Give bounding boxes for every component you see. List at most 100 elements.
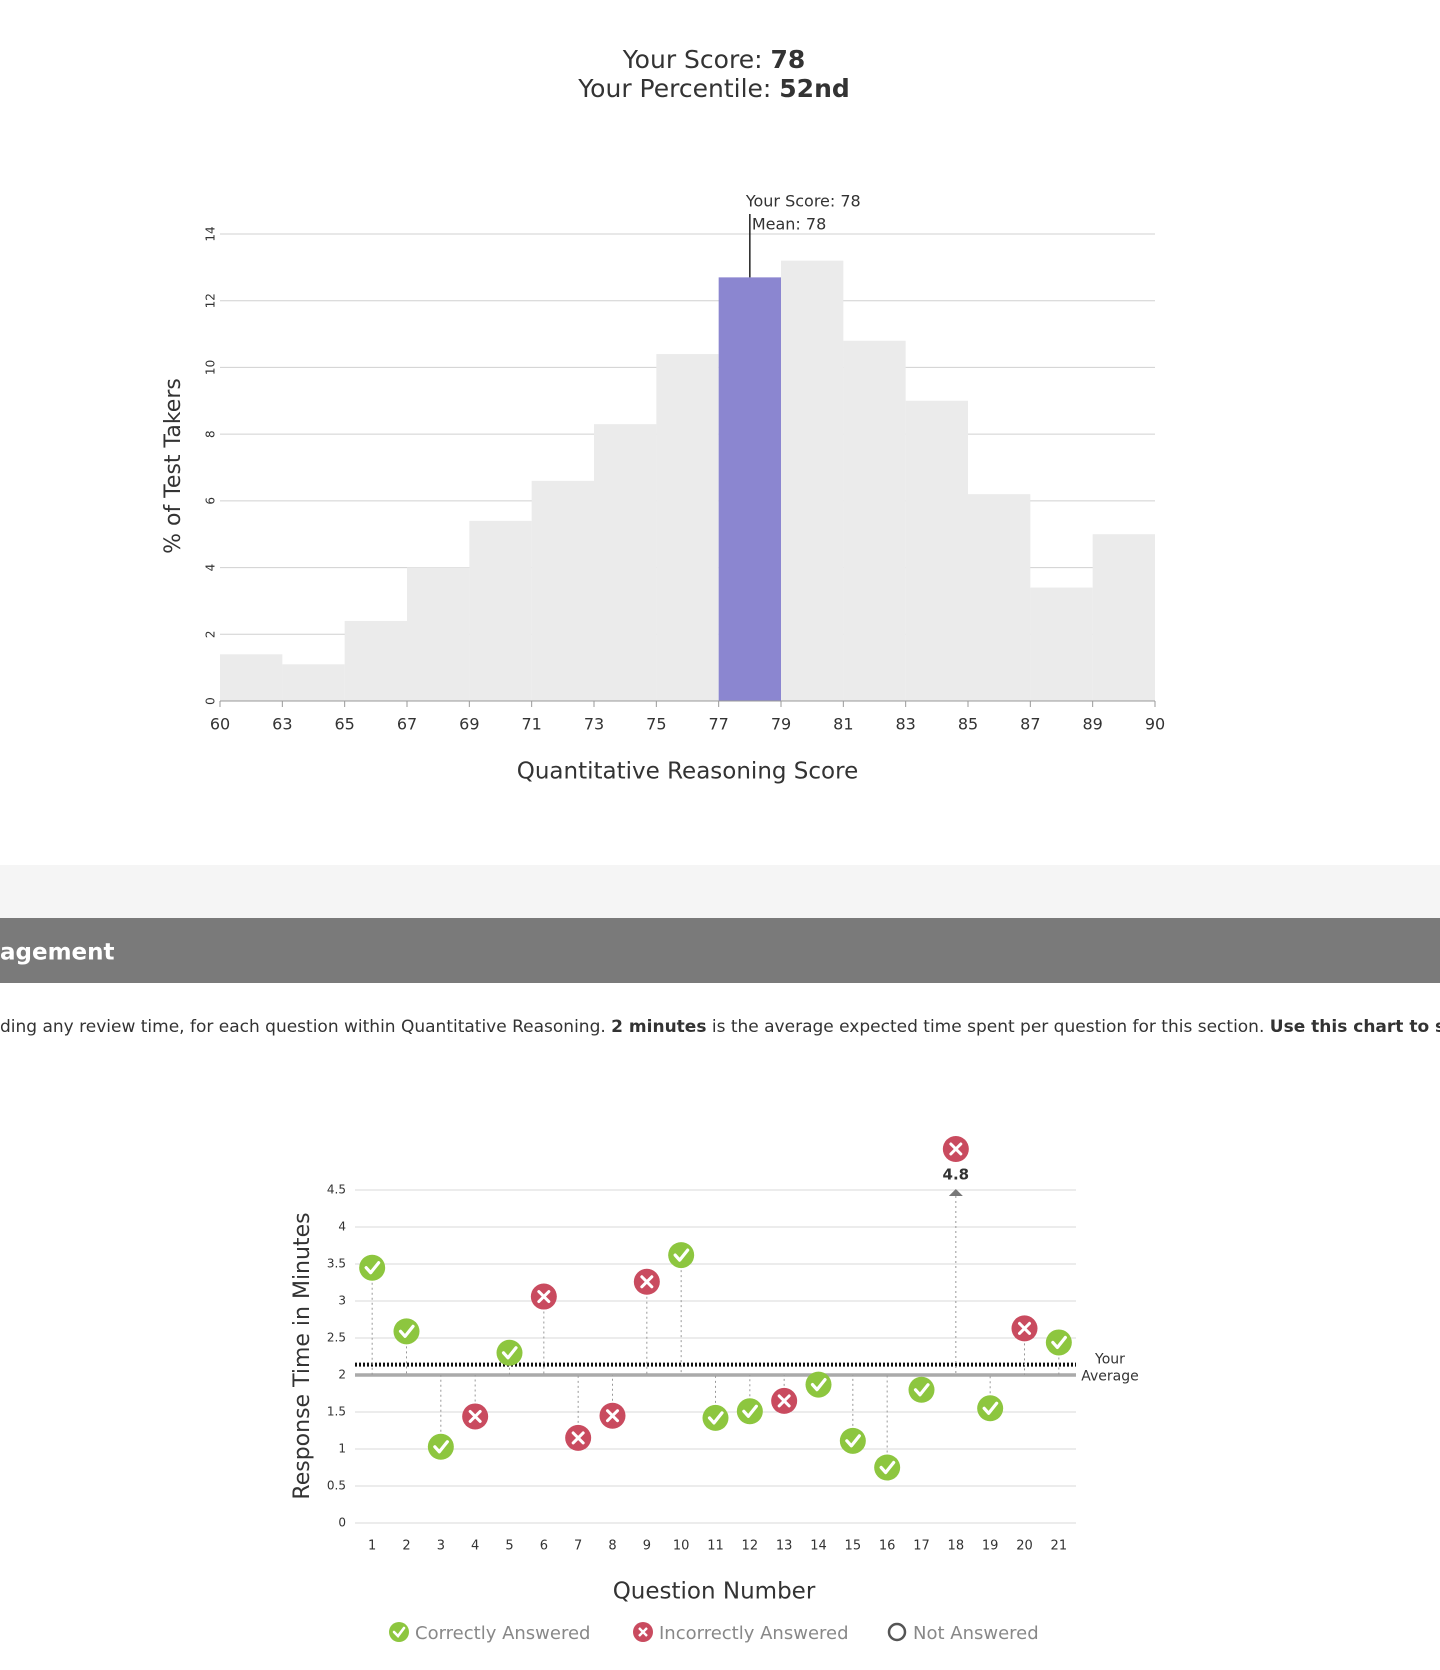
point xyxy=(874,1454,901,1481)
bar xyxy=(781,260,844,701)
cross xyxy=(638,1627,648,1637)
y-tick-label: 10 xyxy=(204,360,218,375)
x-tick-label: 16 xyxy=(879,1539,896,1554)
x-tick-label: 18 xyxy=(948,1539,965,1554)
y-tick-label: 2.5 xyxy=(327,1331,346,1345)
cross xyxy=(537,1290,551,1304)
space xyxy=(763,45,771,74)
section-bar xyxy=(0,918,1440,983)
cross xyxy=(606,1409,619,1423)
point xyxy=(736,1398,763,1425)
bar xyxy=(469,520,532,701)
x-tick-label: 21 xyxy=(1051,1539,1068,1554)
bar xyxy=(1092,534,1155,701)
legend-icon xyxy=(389,1622,409,1642)
x-tick-label: 5 xyxy=(505,1539,513,1554)
legend-item: Correctly Answered xyxy=(389,1622,590,1644)
y-tick-label: 3.5 xyxy=(327,1257,346,1271)
score: 78 xyxy=(770,45,805,74)
x-tick-label: 65 xyxy=(334,715,354,734)
section-description: ding any review time, for each question … xyxy=(0,1017,1440,1037)
x-tick-label: 10 xyxy=(673,1539,690,1554)
average-label: Average xyxy=(1081,1369,1139,1385)
y-tick-label: 4 xyxy=(338,1220,346,1234)
percentile: 52nd xyxy=(779,74,849,103)
point xyxy=(702,1404,729,1431)
x-tick-label: 69 xyxy=(459,715,479,734)
bar xyxy=(344,620,407,701)
y-tick-label: 1.5 xyxy=(327,1405,346,1419)
cross xyxy=(949,1142,963,1156)
value-label: 4.8 xyxy=(943,1166,970,1184)
bar xyxy=(1030,587,1093,701)
point xyxy=(565,1424,592,1451)
y-axis-title: % of Test Takers xyxy=(161,378,186,554)
x-tick-label: 2 xyxy=(402,1539,410,1554)
x-tick-label: 13 xyxy=(776,1539,793,1554)
point xyxy=(771,1387,798,1414)
overflow-arrow xyxy=(948,1189,963,1196)
x-tick-label: 87 xyxy=(1020,715,1040,734)
x-tick-label: 17 xyxy=(913,1539,930,1554)
bar xyxy=(843,340,906,701)
check xyxy=(913,1383,930,1397)
y-tick-label: 12 xyxy=(204,293,218,308)
point xyxy=(530,1283,557,1310)
point-circle xyxy=(702,1404,729,1431)
y-tick-label: 4.5 xyxy=(327,1183,346,1197)
check xyxy=(810,1378,827,1392)
bar xyxy=(594,424,657,701)
x-tick-label: 90 xyxy=(1145,715,1165,734)
x-tick-label: 89 xyxy=(1082,715,1102,734)
legend-item: Not Answered xyxy=(887,1622,1039,1644)
x-tick-label: 63 xyxy=(272,715,292,734)
x-tick-label: 1 xyxy=(368,1539,376,1554)
x-tick-label: 6 xyxy=(540,1539,548,1554)
check xyxy=(673,1248,690,1262)
y-tick-label: 2 xyxy=(338,1368,346,1382)
legend-label: Incorrectly Answered xyxy=(659,1623,849,1644)
point xyxy=(942,1136,969,1162)
cross xyxy=(777,1394,791,1408)
legend-label: Correctly Answered xyxy=(415,1623,590,1644)
point xyxy=(496,1339,523,1366)
x-tick-label: 79 xyxy=(771,715,791,734)
point-circle xyxy=(1045,1329,1072,1356)
point-circle xyxy=(874,1454,901,1481)
bar xyxy=(718,277,781,701)
point-circle xyxy=(805,1371,832,1398)
description-part: 2 minutes xyxy=(611,1017,706,1037)
description-part: ding any review time, for each question … xyxy=(0,1017,611,1037)
x-tick-label: 75 xyxy=(646,715,666,734)
x-tick-label: 7 xyxy=(574,1539,582,1554)
x-tick-label: 19 xyxy=(982,1539,999,1554)
check xyxy=(392,1626,406,1638)
x-axis-title: Quantitative Reasoning Score xyxy=(517,759,858,785)
check xyxy=(1051,1335,1067,1350)
y-tick-label: 3 xyxy=(338,1294,346,1308)
check xyxy=(742,1404,758,1418)
point-circle xyxy=(908,1376,935,1403)
point xyxy=(427,1433,454,1460)
x-tick-label: 73 xyxy=(584,715,604,734)
y-tick-label: 0.5 xyxy=(327,1479,346,1493)
x-tick-label: 60 xyxy=(210,715,230,734)
x-tick-label: 71 xyxy=(521,715,541,734)
score-line: Your Score: 78 xyxy=(622,45,806,74)
bar xyxy=(656,354,719,701)
check xyxy=(982,1401,999,1415)
check xyxy=(845,1434,861,1448)
point-circle xyxy=(359,1254,386,1281)
annotation: Your Score: 78 xyxy=(745,192,861,211)
y-tick-label: 2 xyxy=(204,630,218,638)
spacer-band xyxy=(0,865,1440,918)
x-tick-label: 9 xyxy=(643,1539,651,1554)
description-part: Use this chart to see how you mana xyxy=(1270,1017,1440,1037)
y-tick-label: 0 xyxy=(338,1516,346,1530)
point xyxy=(839,1427,866,1454)
check xyxy=(879,1460,896,1475)
point xyxy=(393,1318,420,1345)
point xyxy=(1011,1315,1038,1342)
cross xyxy=(571,1431,585,1445)
